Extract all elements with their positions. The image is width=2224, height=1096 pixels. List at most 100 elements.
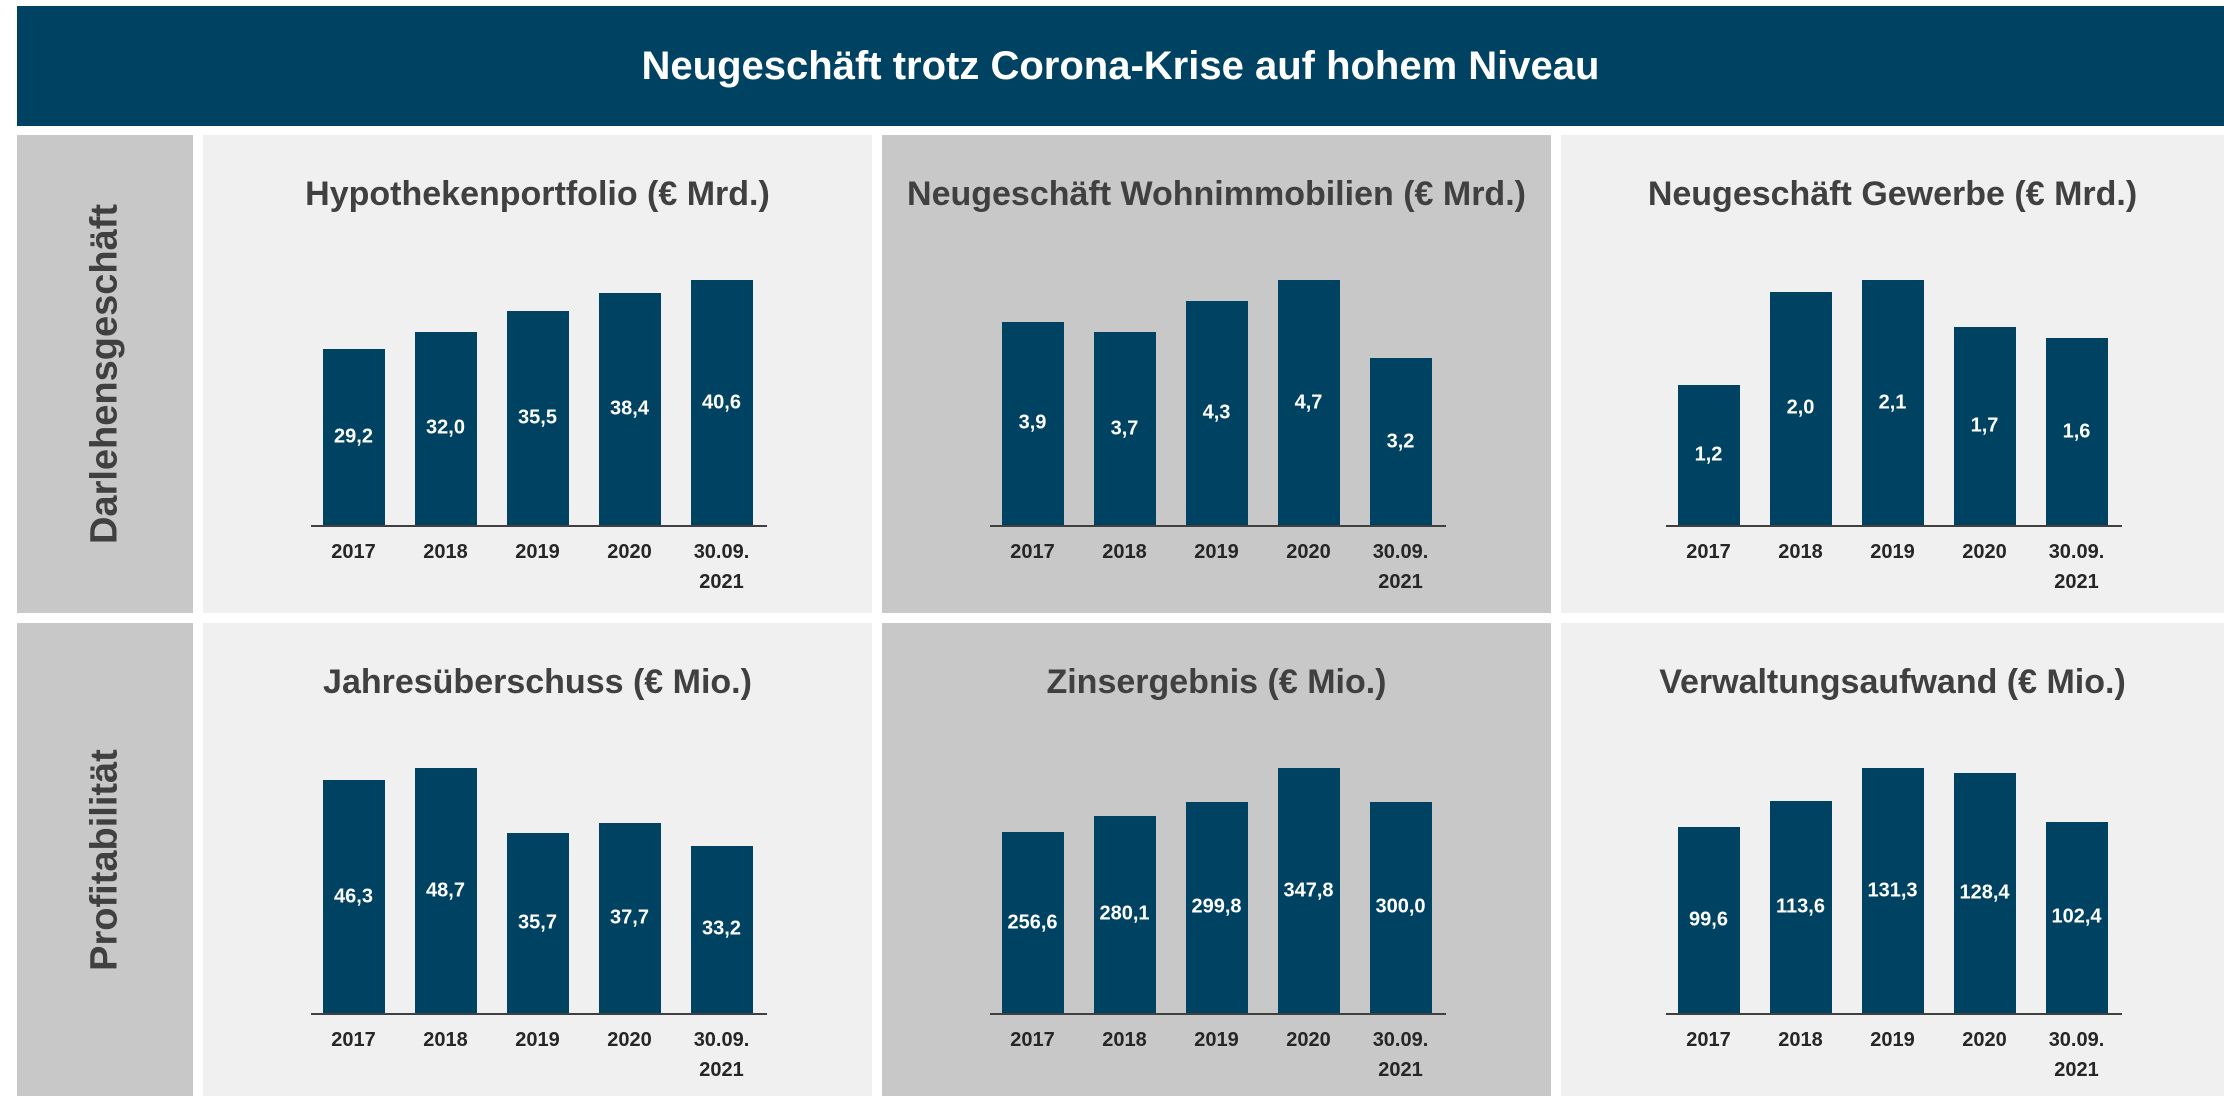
x-tick-label: 2020 [1962, 1029, 2007, 1051]
x-tick-label: 2018 [423, 1029, 468, 1051]
x-tick-label: 2018 [1778, 1029, 1823, 1051]
bar [1953, 773, 2016, 1013]
x-tick-label: 2019 [1870, 1029, 1915, 1051]
value-label: 299,8 [1191, 895, 1242, 918]
value-label: 48,7 [426, 879, 465, 901]
value-label: 46,3 [334, 885, 373, 908]
bar [1953, 326, 2016, 525]
value-label: 3,2 [1386, 430, 1415, 453]
bar [1093, 815, 1156, 1013]
x-tick-label: 30.09. 2021 [693, 541, 750, 593]
bar [1861, 768, 1924, 1013]
chart-title: Jahresüberschuss (€ Mio.) [323, 663, 752, 701]
value-label: 300,0 [1375, 895, 1426, 918]
value-label: 35,5 [518, 406, 557, 429]
value-label: 35,7 [518, 911, 557, 934]
x-tick-label: 2017 [1686, 1029, 1731, 1051]
bar [414, 331, 477, 525]
chart-panel: Verwaltungsaufwand (€ Mio.) 99,6 2017 113,6… [1561, 623, 2224, 1096]
x-axis-line [1665, 525, 2122, 527]
value-label: 4,7 [1294, 391, 1323, 413]
bar [2045, 821, 2108, 1013]
value-label: 1,2 [1694, 443, 1723, 466]
row-label-box: Profitabilität [17, 623, 193, 1096]
bar [690, 280, 753, 525]
bar [1001, 832, 1064, 1013]
x-tick-label: 2018 [1778, 541, 1823, 563]
chart-title: Neugeschäft Wohnimmobilien (€ Mrd.) [907, 175, 1526, 213]
chart-title: Hypothekenportfolio (€ Mrd.) [305, 175, 770, 213]
x-tick-label: 2020 [1962, 541, 2007, 563]
bar [598, 823, 661, 1013]
x-axis-line [989, 1013, 1446, 1015]
value-label: 38,4 [610, 397, 649, 420]
value-label: 347,8 [1283, 879, 1334, 901]
row-label-box: Darlehensgeschäft [17, 135, 193, 613]
bar [690, 845, 753, 1013]
value-label: 4,3 [1202, 401, 1231, 424]
chart-title: Zinsergebnis (€ Mio.) [1046, 663, 1387, 701]
row-label: Darlehensgeschäft [83, 203, 126, 545]
value-label: 40,6 [702, 391, 741, 413]
chart-panel: Jahresüberschuss (€ Mio.) 46,3 2017 48,7 201… [203, 623, 872, 1096]
bar [1369, 358, 1432, 525]
chart-title: Neugeschäft Gewerbe (€ Mrd.) [1647, 175, 2138, 213]
x-tick-label: 2019 [515, 541, 560, 563]
value-label: 37,7 [610, 906, 649, 929]
x-tick-label: 2017 [1686, 541, 1731, 563]
value-label: 1,7 [1970, 414, 1999, 437]
x-tick-label: 2020 [607, 1029, 652, 1051]
bar [1369, 801, 1432, 1013]
bar [1677, 385, 1740, 525]
bar [1093, 332, 1156, 525]
x-tick-label: 30.09. 2021 [2048, 1029, 2105, 1081]
x-tick-label: 2017 [331, 1029, 376, 1051]
value-label: 2,1 [1878, 391, 1907, 413]
value-label: 32,0 [426, 416, 465, 439]
chart-panel: Neugeschäft Gewerbe (€ Mrd.) 1,2 2017 2,0 20… [1561, 135, 2224, 613]
x-tick-label: 2018 [1102, 1029, 1147, 1051]
chart-title: Verwaltungsaufwand (€ Mio.) [1659, 663, 2126, 701]
x-tick-label: 2017 [1010, 541, 1055, 563]
bar [1185, 300, 1248, 525]
bar [1769, 801, 1832, 1013]
bar [1677, 827, 1740, 1013]
bar [598, 293, 661, 525]
bar [2045, 338, 2108, 525]
bar [1769, 291, 1832, 525]
value-label: 256,6 [1007, 911, 1058, 934]
bar [506, 310, 569, 525]
chart-panel: Hypothekenportfolio (€ Mrd.) 29,2 2017 32,0… [203, 135, 872, 613]
bar [1277, 768, 1340, 1013]
value-label: 3,9 [1018, 411, 1047, 434]
bar [1001, 321, 1064, 525]
chart-panel: Zinsergebnis (€ Mio.) 256,6 2017 280,1 2018 2… [882, 623, 1551, 1096]
x-tick-label: 2019 [1870, 541, 1915, 563]
value-label: 29,2 [334, 425, 373, 448]
x-tick-label: 2020 [1286, 541, 1331, 563]
bar [1861, 280, 1924, 525]
x-tick-label: 30.09. 2021 [1372, 541, 1429, 593]
x-axis-line [310, 1013, 767, 1015]
bar [1185, 801, 1248, 1013]
x-tick-label: 2018 [423, 541, 468, 563]
x-tick-label: 2017 [331, 541, 376, 563]
value-label: 3,7 [1110, 417, 1139, 440]
row-label: Profitabilität [83, 748, 126, 971]
x-tick-label: 30.09. 2021 [2048, 541, 2105, 593]
value-label: 102,4 [2051, 905, 2102, 928]
bar [506, 833, 569, 1013]
x-axis-line [310, 525, 767, 527]
x-tick-label: 2019 [515, 1029, 560, 1051]
x-tick-label: 2020 [1286, 1029, 1331, 1051]
value-label: 2,0 [1786, 396, 1815, 419]
x-tick-label: 2019 [1194, 1029, 1239, 1051]
value-label: 131,3 [1867, 879, 1918, 901]
value-label: 280,1 [1099, 902, 1150, 925]
value-label: 1,6 [2062, 420, 2091, 443]
value-label: 99,6 [1689, 908, 1728, 931]
x-tick-label: 30.09. 2021 [693, 1029, 750, 1081]
x-tick-label: 2020 [607, 541, 652, 563]
value-label: 33,2 [702, 917, 741, 940]
